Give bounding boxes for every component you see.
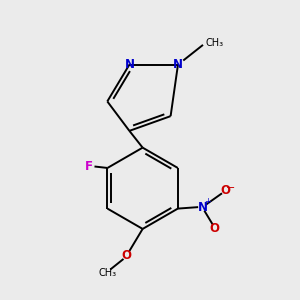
Text: −: −	[226, 183, 235, 193]
Text: CH₃: CH₃	[206, 38, 224, 47]
Text: N: N	[173, 58, 183, 71]
Text: O: O	[122, 249, 131, 262]
Text: +: +	[204, 197, 211, 206]
Text: N: N	[198, 201, 208, 214]
Text: CH₃: CH₃	[98, 268, 116, 278]
Text: F: F	[85, 160, 93, 173]
Text: O: O	[220, 184, 230, 197]
Text: N: N	[124, 58, 134, 71]
Text: O: O	[209, 222, 219, 235]
